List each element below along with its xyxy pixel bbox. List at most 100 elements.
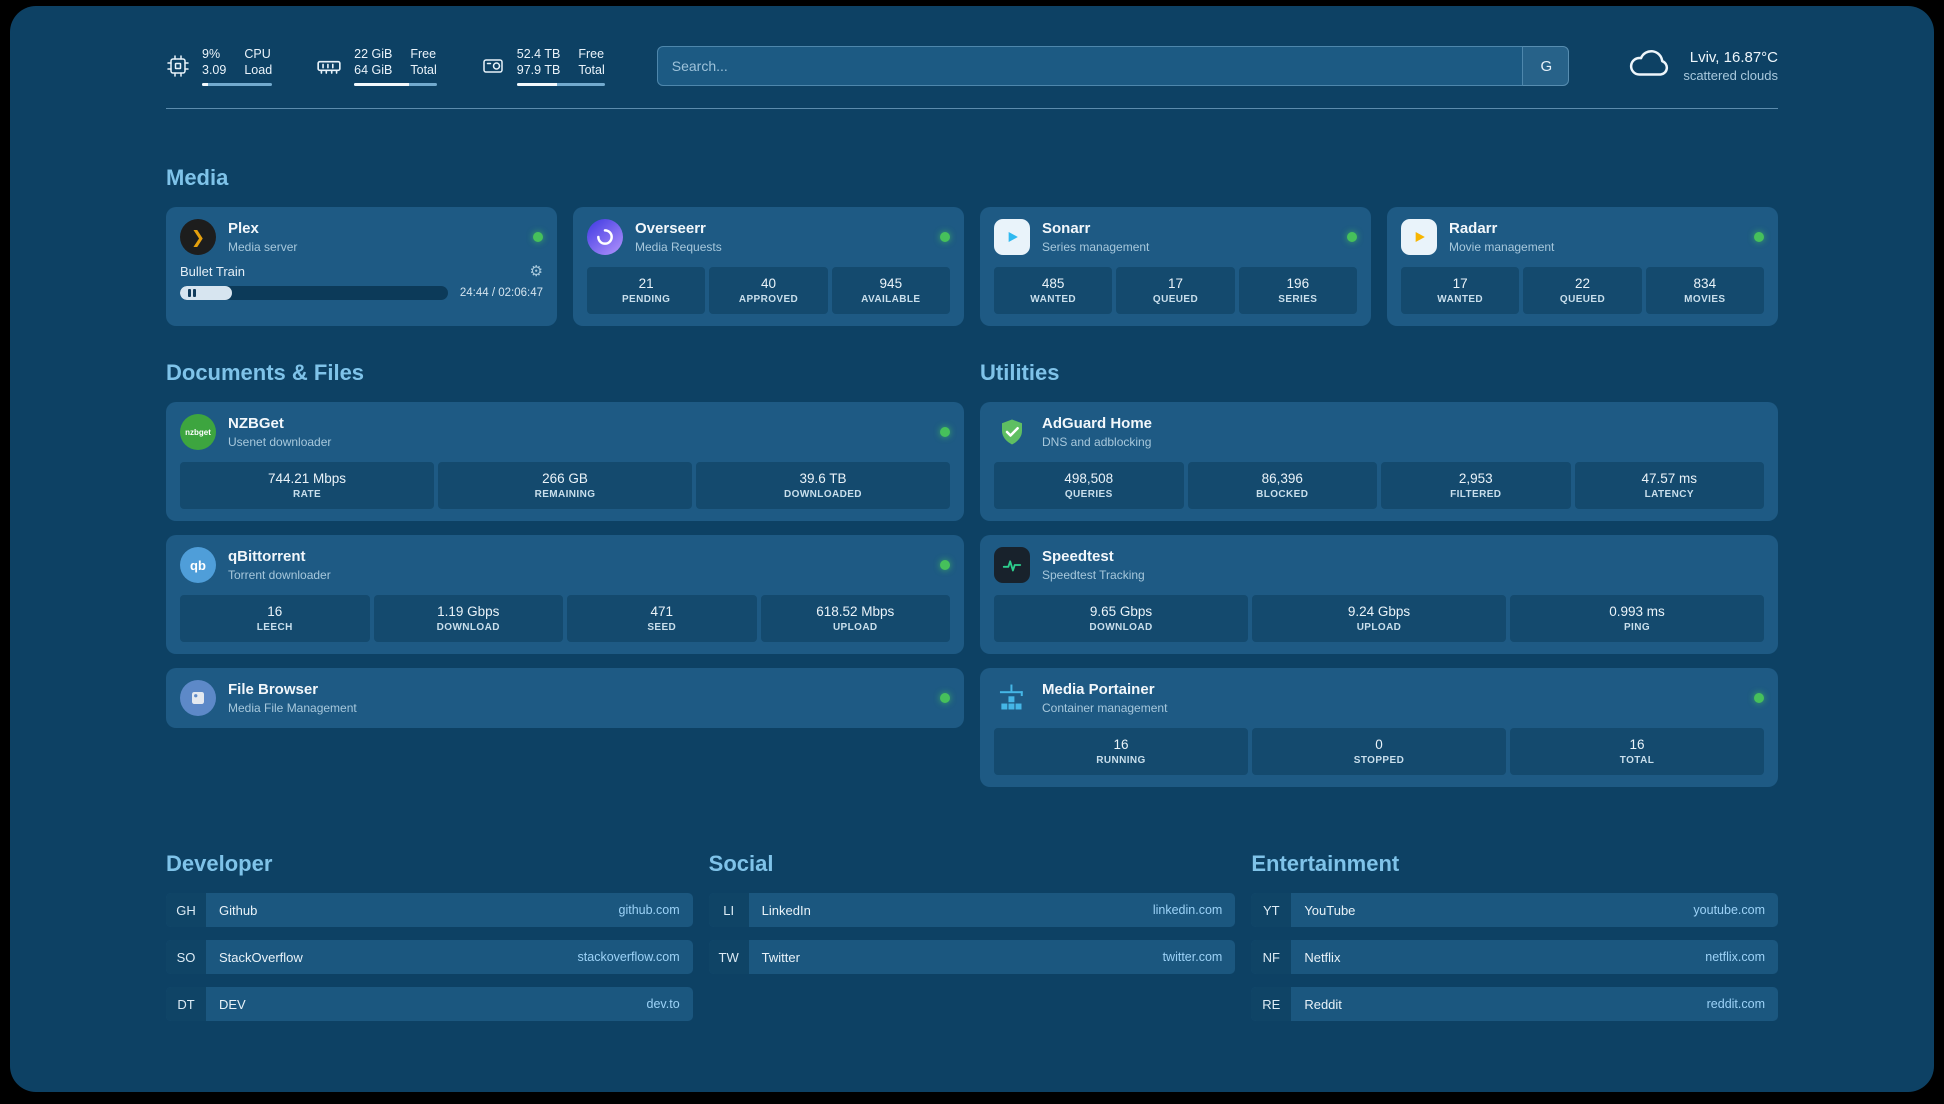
- bookmark-abbr: GH: [166, 893, 206, 927]
- bookmark-abbr: NF: [1251, 940, 1292, 974]
- service-subtitle: Speedtest Tracking: [1042, 568, 1145, 582]
- service-name: Radarr: [1449, 220, 1498, 237]
- system-monitors: 9% 3.09 CPU Load: [166, 46, 605, 86]
- nzbget-stats: 744.21 Mbps RATE 266 GB REMAINING 39.6 T…: [180, 462, 950, 509]
- playback-time: 24:44 / 02:06:47: [459, 287, 543, 299]
- dashboard-container: 9% 3.09 CPU Load: [166, 6, 1778, 1021]
- developer-column: Developer GH Github github.com SO StackO…: [166, 851, 693, 1021]
- bookmark-reddit[interactable]: RE Reddit reddit.com: [1251, 987, 1778, 1021]
- stat-queries: 498,508 QUERIES: [994, 462, 1184, 509]
- stat-label: FILTERED: [1450, 489, 1502, 500]
- stat-rate: 744.21 Mbps RATE: [180, 462, 434, 509]
- stat-wanted: 17 WANTED: [1401, 267, 1520, 314]
- service-subtitle: Media File Management: [228, 701, 357, 715]
- qbittorrent-stats: 16 LEECH 1.19 Gbps DOWNLOAD 471 SEED 6: [180, 595, 950, 642]
- service-card-qbittorrent[interactable]: qb qBittorrent Torrent downloader 16 LEE…: [166, 535, 964, 654]
- stat-upload: 618.52 Mbps UPLOAD: [760, 595, 950, 642]
- stat-total: 16 TOTAL: [1510, 728, 1764, 775]
- stat-value: 0: [1375, 737, 1383, 752]
- radarr-icon: [1401, 219, 1437, 255]
- bookmark-abbr: YT: [1251, 893, 1292, 927]
- service-card-adguard[interactable]: AdGuard Home DNS and adblocking 498,508 …: [980, 402, 1778, 521]
- pause-icon[interactable]: [188, 289, 196, 297]
- stat-value: 9.65 Gbps: [1089, 604, 1153, 619]
- cpu-readout: 9% 3.09 CPU Load: [202, 46, 273, 86]
- stat-label: SERIES: [1278, 294, 1318, 305]
- service-card-nzbget[interactable]: nzbget NZBGet Usenet downloader 744.21 M…: [166, 402, 964, 521]
- service-subtitle: Usenet downloader: [228, 435, 332, 449]
- filebrowser-icon: [180, 680, 216, 716]
- stat-label: WANTED: [1437, 294, 1484, 305]
- weather-description: scattered clouds: [1683, 68, 1778, 83]
- weather-location: Lviv, 16.87°C: [1689, 49, 1778, 66]
- service-card-radarr[interactable]: Radarr Movie management 17 WANTED 22 QUE…: [1387, 207, 1778, 326]
- service-card-sonarr[interactable]: Sonarr Series management 485 WANTED 17 Q…: [980, 207, 1371, 326]
- speedtest-stats: 9.65 Gbps DOWNLOAD 9.24 Gbps UPLOAD 0.99…: [994, 595, 1764, 642]
- stat-value: 21: [638, 276, 654, 291]
- stat-leech: 16 LEECH: [180, 595, 370, 642]
- service-card-portainer[interactable]: Media Portainer Container management 16 …: [980, 668, 1778, 787]
- service-card-overseerr[interactable]: Overseerr Media Requests 21 PENDING 40 A…: [573, 207, 964, 326]
- stat-blocked: 86,396 BLOCKED: [1187, 462, 1377, 509]
- service-name: Speedtest: [1042, 548, 1114, 565]
- stat-seed: 471 SEED: [567, 595, 757, 642]
- service-name: AdGuard Home: [1042, 415, 1153, 432]
- section-title-utilities: Utilities: [980, 360, 1060, 385]
- bookmark-url: netflix.com: [1705, 950, 1765, 964]
- radarr-stats: 17 WANTED 22 QUEUED 834 MOVIES: [1401, 267, 1764, 314]
- section-title-entertainment: Entertainment: [1251, 851, 1400, 876]
- bookmark-linkedin[interactable]: LI LinkedIn linkedin.com: [708, 893, 1236, 927]
- service-subtitle: Container management: [1042, 701, 1168, 715]
- stat-label: APPROVED: [738, 294, 799, 305]
- plex-chevron-glyph: ❯: [190, 227, 206, 247]
- bookmark-url: stackoverflow.com: [577, 950, 680, 964]
- cpu-percent: 9%: [202, 47, 221, 61]
- search-engine-button[interactable]: G: [1522, 46, 1570, 86]
- portainer-icon: [994, 680, 1030, 716]
- stat-label: DOWNLOAD: [436, 622, 500, 633]
- bookmark-stackoverflow[interactable]: SO StackOverflow stackoverflow.com: [166, 940, 693, 974]
- nzbget-icon-text: nzbget: [185, 427, 211, 437]
- service-card-plex[interactable]: ❯ Plex Media server Bullet Train ⚙ 24:44…: [166, 207, 557, 326]
- stat-value: 40: [760, 276, 776, 291]
- bookmark-name: Reddit: [1304, 996, 1342, 1012]
- stat-filtered: 2,953 FILTERED: [1381, 462, 1571, 509]
- bookmark-netflix[interactable]: NF Netflix netflix.com: [1251, 940, 1778, 974]
- section-title-social: Social: [708, 851, 774, 876]
- service-card-filebrowser[interactable]: File Browser Media File Management: [166, 668, 964, 728]
- ram-usage-fill: [354, 83, 409, 86]
- bookmark-twitter[interactable]: TW Twitter twitter.com: [708, 940, 1236, 974]
- search-bar: G: [656, 46, 1570, 86]
- disk-usage-bar: [516, 83, 605, 86]
- bookmark-url: twitter.com: [1162, 950, 1223, 964]
- bookmark-name: Twitter: [761, 949, 800, 965]
- stat-value: 47.57 ms: [1641, 471, 1698, 486]
- bookmark-abbr: TW: [708, 940, 749, 974]
- bookmark-url: reddit.com: [1706, 997, 1765, 1011]
- bookmark-youtube[interactable]: YT YouTube youtube.com: [1251, 893, 1778, 927]
- status-dot: [940, 693, 950, 703]
- service-name: Plex: [228, 220, 259, 237]
- weather-widget: Lviv, 16.87°C scattered clouds: [1627, 48, 1778, 84]
- stat-value: 1.19 Gbps: [437, 604, 500, 619]
- bookmark-github[interactable]: GH Github github.com: [166, 893, 693, 927]
- bookmark-url: linkedin.com: [1152, 903, 1223, 917]
- stat-value: 196: [1286, 276, 1310, 291]
- search-input[interactable]: [656, 46, 1570, 86]
- stat-ping: 0.993 ms PING: [1510, 595, 1764, 642]
- stat-value: 266 GB: [542, 471, 588, 486]
- disk-free-value: 52.4 TB: [516, 47, 561, 61]
- stat-upload: 9.24 Gbps UPLOAD: [1252, 595, 1506, 642]
- playback-progress-bar[interactable]: [180, 286, 448, 300]
- gear-icon[interactable]: ⚙: [529, 263, 543, 280]
- bookmark-dev[interactable]: DT DEV dev.to: [166, 987, 693, 1021]
- stat-label: AVAILABLE: [861, 294, 921, 305]
- stat-value: 834: [1693, 276, 1717, 291]
- stat-queued: 17 QUEUED: [1116, 267, 1235, 314]
- stat-label: UPLOAD: [832, 622, 878, 633]
- bookmark-abbr: RE: [1251, 987, 1292, 1021]
- plex-icon: ❯: [180, 219, 216, 255]
- service-card-speedtest[interactable]: Speedtest Speedtest Tracking 9.65 Gbps D…: [980, 535, 1778, 654]
- media-card-grid: ❯ Plex Media server Bullet Train ⚙ 24:44…: [166, 207, 1778, 326]
- stat-value: 498,508: [1064, 471, 1114, 486]
